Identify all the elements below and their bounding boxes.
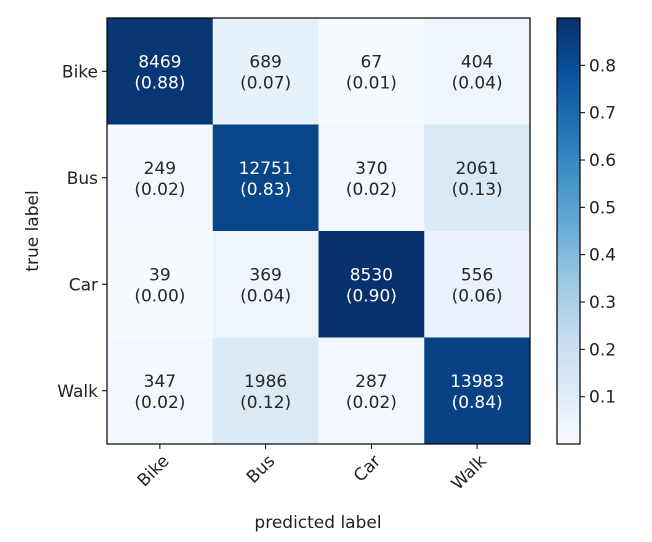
colorbar-tick-label: 0.5 [589, 198, 616, 218]
heatmap-cell [212, 18, 319, 125]
cell-proportion-label: (0.84) [452, 393, 503, 413]
cell-proportion-label: (0.90) [346, 286, 397, 306]
cell-proportion-label: (0.02) [346, 180, 397, 200]
cell-proportion-label: (0.12) [240, 393, 291, 413]
colorbar-tick-label: 0.6 [589, 151, 616, 171]
colorbar-tick-label: 0.4 [589, 246, 616, 266]
y-tick-label: Car [69, 275, 98, 295]
y-axis-title: true label [23, 190, 43, 271]
cell-count-label: 347 [144, 372, 176, 392]
heatmap-cell [424, 18, 531, 125]
colorbar-tick-label: 0.2 [589, 340, 616, 360]
heatmap-cell [318, 124, 425, 232]
colorbar-ticks: 0.1 0.2 0.3 0.4 0.5 0.6 0.7 0.8 [580, 56, 616, 408]
cell-proportion-label: (0.04) [240, 286, 291, 306]
heatmap-cell [107, 231, 214, 338]
cell-proportion-label: (0.07) [240, 73, 291, 93]
x-tick-label: Walk [448, 451, 491, 494]
x-tick-label: Bus [243, 451, 279, 487]
y-tick-label: Walk [57, 382, 98, 402]
colorbar-tick-label: 0.3 [589, 293, 616, 313]
cell-proportion-label: (0.04) [452, 73, 503, 93]
cell-count-label: 8469 [138, 52, 181, 72]
cell-count-label: 689 [249, 52, 281, 72]
heatmap-cell [212, 124, 319, 232]
heatmap-cell-labels: 8469(0.88)689(0.07)67(0.01)404(0.04)249(… [134, 52, 504, 413]
x-axis-ticks: Bike Bus Car Walk [134, 444, 491, 494]
cell-proportion-label: (0.00) [134, 286, 185, 306]
heatmap-cell [318, 18, 425, 125]
plot-frame [106, 17, 531, 445]
cell-count-label: 370 [355, 159, 387, 179]
heatmap-cell [424, 124, 531, 232]
colorbar-tick-label: 0.7 [589, 104, 616, 124]
cell-count-label: 249 [144, 159, 176, 179]
cell-proportion-label: (0.06) [452, 286, 503, 306]
cell-count-label: 556 [461, 265, 493, 285]
y-tick-label: Bike [62, 62, 98, 82]
x-axis-title: predicted label [254, 513, 381, 533]
cell-proportion-label: (0.02) [346, 393, 397, 413]
cell-proportion-label: (0.88) [134, 73, 185, 93]
cell-count-label: 39 [149, 265, 171, 285]
heatmap-cell [212, 231, 319, 338]
y-tick-label: Bus [67, 169, 98, 189]
cell-count-label: 13983 [450, 372, 504, 392]
colorbar-tick-label: 0.1 [589, 388, 616, 408]
cell-count-label: 8530 [350, 265, 393, 285]
heatmap-cells [107, 18, 531, 445]
y-axis-ticks: Bike Bus Car Walk [57, 62, 107, 402]
cell-proportion-label: (0.01) [346, 73, 397, 93]
heatmap-cell [318, 231, 425, 338]
heatmap-cell [107, 124, 214, 232]
cell-proportion-label: (0.13) [452, 180, 503, 200]
cell-count-label: 404 [461, 52, 493, 72]
heatmap-cell [107, 337, 214, 445]
cell-count-label: 287 [355, 372, 387, 392]
cell-proportion-label: (0.02) [134, 180, 185, 200]
cell-proportion-label: (0.02) [134, 393, 185, 413]
heatmap-cell [424, 231, 531, 338]
cell-count-label: 12751 [239, 159, 293, 179]
cell-count-label: 1986 [244, 372, 287, 392]
cell-count-label: 369 [249, 265, 281, 285]
cell-count-label: 2061 [455, 159, 498, 179]
heatmap-cell [107, 18, 214, 125]
colorbar-tick-label: 0.8 [589, 56, 616, 76]
x-tick-label: Car [350, 451, 385, 486]
x-tick-label: Bike [134, 451, 174, 491]
colorbar [556, 17, 581, 445]
cell-proportion-label: (0.83) [240, 180, 291, 200]
cell-count-label: 67 [361, 52, 383, 72]
heatmap-cell [424, 337, 531, 445]
heatmap-cell [212, 337, 319, 445]
heatmap-cell [318, 337, 425, 445]
